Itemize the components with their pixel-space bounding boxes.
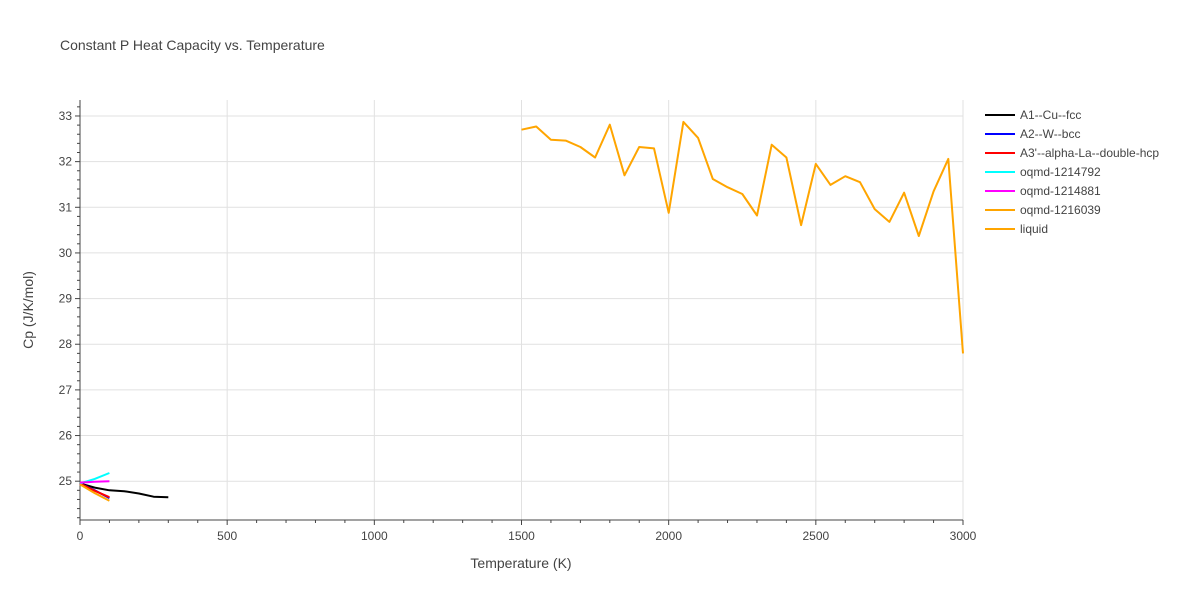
y-tick-label: 33 [59, 109, 73, 123]
series-line-oqmd-1214881 [79, 480, 110, 484]
legend-label: oqmd-1214792 [1020, 165, 1101, 179]
y-tick-label: 30 [59, 246, 73, 260]
series-line-liquid [521, 120, 964, 354]
x-tick-label: 0 [77, 529, 84, 543]
legend-label: A1--Cu--fcc [1020, 108, 1081, 122]
x-axis-title: Temperature (K) [470, 555, 571, 571]
legend-label: A3'--alpha-La--double-hcp [1020, 146, 1159, 160]
y-tick-label: 29 [59, 292, 73, 306]
series-line-a3-alpha-la-double-hcp [79, 482, 110, 499]
y-axis-title: Cp (J/K/mol) [20, 271, 36, 349]
legend-item-oqmd-1214881[interactable]: oqmd-1214881 [985, 184, 1101, 198]
x-tick-label: 1500 [508, 529, 535, 543]
grid-lines [80, 100, 964, 520]
legend-item-oqmd-1214792[interactable]: oqmd-1214792 [985, 165, 1101, 179]
x-tick-label: 500 [217, 529, 237, 543]
x-tick-label: 2500 [802, 529, 829, 543]
series-line-oqmd-1216039 [79, 483, 110, 502]
series-line-a1-cu-fcc [79, 482, 169, 499]
legend-label: A2--W--bcc [1020, 127, 1080, 141]
y-tick-label: 32 [59, 155, 73, 169]
legend[interactable]: A1--Cu--fcc A2--W--bcc A3'--alpha-La--doub… [985, 108, 1159, 236]
legend-item-a1-cu-fcc[interactable]: A1--Cu--fcc [985, 108, 1081, 122]
series-layer [79, 120, 964, 502]
legend-label: oqmd-1214881 [1020, 184, 1101, 198]
x-tick-label: 1000 [361, 529, 388, 543]
y-tick-label: 28 [59, 337, 73, 351]
x-axis-ticks: 0 500 1000 1500 2000 2500 3000 [77, 520, 977, 543]
y-tick-label: 31 [59, 200, 73, 214]
legend-label: liquid [1020, 222, 1048, 236]
y-tick-label: 25 [59, 474, 73, 488]
legend-item-liquid[interactable]: liquid [985, 222, 1048, 236]
x-tick-label: 3000 [950, 529, 977, 543]
chart-title: Constant P Heat Capacity vs. Temperature [60, 37, 325, 53]
legend-item-a3-alpha-la-double-hcp[interactable]: A3'--alpha-La--double-hcp [985, 146, 1159, 160]
legend-label: oqmd-1216039 [1020, 203, 1101, 217]
x-tick-label: 2000 [655, 529, 682, 543]
y-axis-ticks: 25 26 27 28 29 30 31 32 33 [59, 106, 80, 519]
y-tick-label: 26 [59, 429, 73, 443]
legend-item-oqmd-1216039[interactable]: oqmd-1216039 [985, 203, 1101, 217]
legend-item-a2-w-bcc[interactable]: A2--W--bcc [985, 127, 1080, 141]
y-tick-label: 27 [59, 383, 73, 397]
